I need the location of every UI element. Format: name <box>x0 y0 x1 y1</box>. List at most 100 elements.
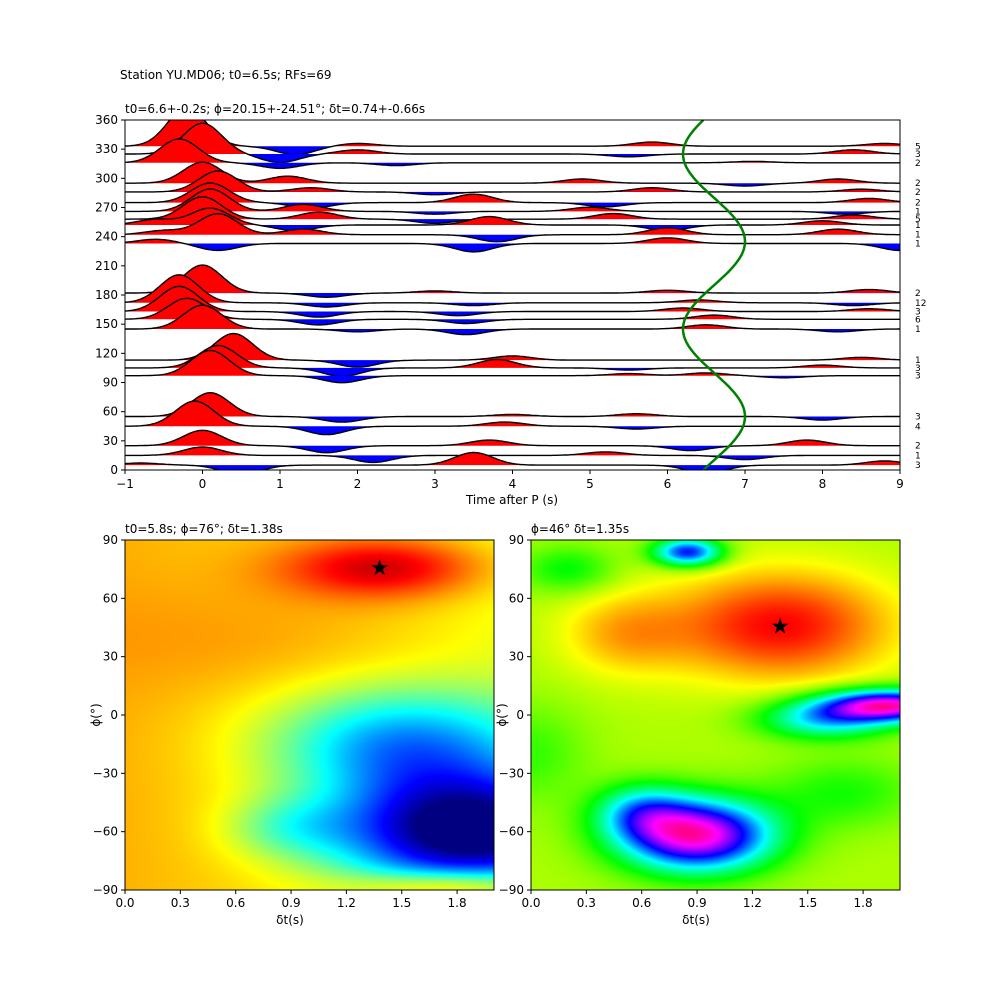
rf-negative-fill <box>125 311 900 318</box>
right-map-y-tick-label: −30 <box>499 766 524 780</box>
rf-x-tick-label: 1 <box>276 477 284 491</box>
rf-trace-line <box>125 391 900 423</box>
rf-trace-count: 5 <box>915 142 921 152</box>
left-map-y-axis: 90 60 30 0 −30 −60 −90 <box>93 533 125 897</box>
rf-trace-line <box>125 297 900 326</box>
rf-trace-line <box>125 429 900 454</box>
left-map-y-tick-label: 0 <box>110 708 118 722</box>
rf-x-tick-label: 7 <box>741 477 749 491</box>
rf-positive-fill <box>125 305 900 330</box>
rf-negative-fill <box>125 243 900 252</box>
rf-trace-line <box>125 285 900 318</box>
rf-y-tick-label: 90 <box>103 376 118 390</box>
rf-plot-area <box>125 120 900 470</box>
rf-trace-count: 2 <box>915 179 921 189</box>
rf-y-tick-label: 210 <box>95 259 118 273</box>
rf-trace-count: 2 <box>915 159 921 169</box>
rf-trace-line <box>125 349 900 384</box>
left-map-x-tick-label: 1.5 <box>392 896 411 910</box>
rf-negative-fill <box>125 319 900 325</box>
rf-panel: t0=6.6+-0.2s; ϕ=20.15+-24.51°; δt=0.74+-… <box>95 102 926 507</box>
left-map-x-tick-label: 0.0 <box>115 896 134 910</box>
rf-trace-line <box>125 237 900 253</box>
left-map-x-tick-label: 0.6 <box>226 896 245 910</box>
rf-x-tick-label: 6 <box>664 477 672 491</box>
rf-trace <box>125 196 900 225</box>
rf-trace-count: 1 <box>915 221 921 231</box>
rf-trace-line <box>125 161 900 187</box>
left-map-x-tick-label: 0.3 <box>171 896 190 910</box>
rf-trace-count: 2 <box>915 442 921 452</box>
rf-trace-count: 5 <box>915 215 921 225</box>
right-map-y-tick-label: 60 <box>509 591 524 605</box>
left-map-y-tick-label: −60 <box>93 825 118 839</box>
rf-trace-line <box>125 196 900 225</box>
rf-trace <box>125 446 900 464</box>
rf-trace-line <box>125 264 900 299</box>
rf-trace-line <box>125 451 900 470</box>
energy-map-right: ϕ=46° δt=1.35s ★ 0.0 0.3 0.6 0.9 1.2 1.5 1.8 9… <box>495 522 901 927</box>
left-map-canvas-holder <box>125 540 494 890</box>
rf-panel-title: t0=6.6+-0.2s; ϕ=20.15+-24.51°; δt=0.74+-… <box>125 102 425 116</box>
rf-negative-fill <box>125 225 900 231</box>
rf-trace-line <box>125 274 900 308</box>
rf-trace-count: 6 <box>915 315 921 325</box>
left-map-y-tick-label: −30 <box>93 766 118 780</box>
rf-trace-count: 4 <box>915 422 921 432</box>
rf-positive-fill <box>125 430 900 446</box>
rf-trace-count: 1 <box>915 451 921 461</box>
rf-y-tick-label: 240 <box>95 230 118 244</box>
t0-curve <box>681 120 747 470</box>
rf-trace-count: 3 <box>915 461 921 471</box>
rf-negative-fill <box>125 154 900 163</box>
rf-trace-line <box>125 122 900 164</box>
figure-suptitle: Station YU.MD06; t0=6.5s; RFs=69 <box>120 68 332 82</box>
rf-x-tick-label: 8 <box>819 477 827 491</box>
rf-trace-count: 2 <box>915 188 921 198</box>
rf-trace-line <box>125 207 900 232</box>
left-map-x-tick-label: 0.9 <box>282 896 301 910</box>
rf-y-tick-label: 0 <box>110 463 118 477</box>
rf-trace-count: 1 <box>915 356 921 366</box>
left-best-star-icon: ★ <box>370 556 390 581</box>
rf-x-axis-label: Time after P (s) <box>465 493 558 507</box>
right-map-x-label: δt(s) <box>682 913 710 927</box>
right-map-y-tick-label: −60 <box>499 825 524 839</box>
right-map-y-tick-label: −90 <box>499 883 524 897</box>
rf-trace-count: 1 <box>915 231 921 241</box>
rf-negative-fill <box>125 183 900 186</box>
rf-negative-fill <box>125 162 900 169</box>
rf-trace-count: 1 <box>915 239 921 249</box>
rf-trace-count: 2 <box>915 289 921 299</box>
rf-trace <box>125 212 900 243</box>
rf-negative-fill <box>125 234 900 242</box>
left-map-x-tick-label: 1.2 <box>337 896 356 910</box>
rf-trace-count: 3 <box>915 364 921 374</box>
right-map-x-tick-label: 1.5 <box>798 896 817 910</box>
rf-trace-count: 1 <box>915 207 921 217</box>
left-map-y-tick-label: −90 <box>93 883 118 897</box>
left-map-x-axis: 0.0 0.3 0.6 0.9 1.2 1.5 1.8 <box>115 890 467 910</box>
rf-x-tick-label: 2 <box>354 477 362 491</box>
rf-y-tick-label: 120 <box>95 346 118 360</box>
right-map-y-tick-label: 30 <box>509 650 524 664</box>
rf-trace <box>125 349 900 384</box>
rf-trace-count: 3 <box>915 308 921 318</box>
rf-trace <box>125 400 900 436</box>
right-map-x-tick-label: 0.6 <box>632 896 651 910</box>
rf-negative-fill <box>125 329 900 335</box>
rf-trace <box>125 429 900 454</box>
rf-trace <box>125 304 900 336</box>
right-map-x-axis: 0.0 0.3 0.6 0.9 1.2 1.5 1.8 <box>521 890 873 910</box>
rf-negative-fill <box>125 445 900 453</box>
right-map-x-tick-label: 1.2 <box>743 896 762 910</box>
rf-trace-line <box>125 332 900 368</box>
rf-y-axis: 0 30 60 90 120 150 180 210 240 270 300 330 360 <box>95 113 125 477</box>
rf-y-tick-label: 180 <box>95 288 118 302</box>
right-map-x-tick-label: 0.9 <box>688 896 707 910</box>
rf-y-tick-label: 30 <box>103 434 118 448</box>
right-map-y-tick-label: 0 <box>516 708 524 722</box>
rf-positive-fill <box>125 196 900 220</box>
